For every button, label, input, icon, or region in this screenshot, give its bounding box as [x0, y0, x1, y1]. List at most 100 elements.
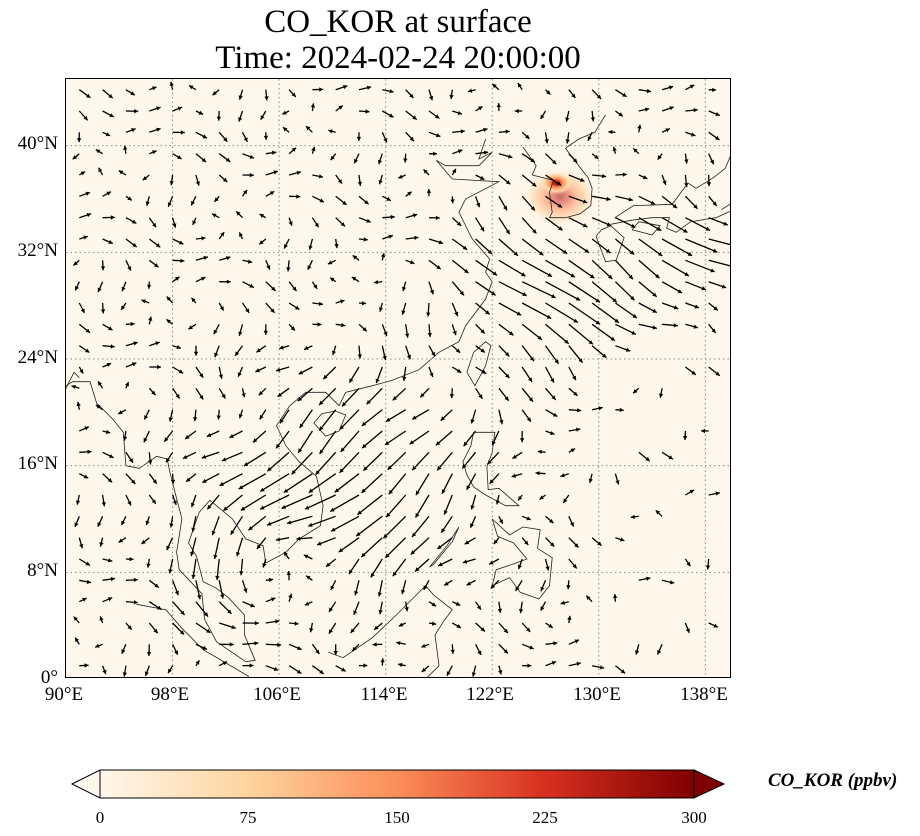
wind-arrow-705: [382, 89, 394, 94]
wind-arrow-178: [286, 515, 313, 525]
wind-arrow-632: [632, 147, 640, 155]
wind-arrow-716: [638, 88, 652, 94]
wind-arrow-476: [265, 260, 271, 270]
wind-arrow-449: [288, 281, 298, 292]
wind-arrow-181: [355, 515, 383, 537]
wind-arrow-131: [325, 558, 337, 568]
wind-arrow-473: [195, 255, 209, 261]
wind-arrow-596: [451, 168, 457, 176]
wind-arrow-482: [405, 259, 415, 265]
wind-arrow-169: [97, 516, 104, 527]
wind-arrow-397: [381, 324, 388, 337]
wind-arrow-584: [169, 174, 174, 186]
wind-arrow-694: [125, 89, 136, 96]
wind-arrow-229: [361, 473, 383, 494]
wind-arrow-265: [102, 429, 111, 434]
wind-arrow-193: [101, 494, 106, 507]
wind-arrow-582: [118, 170, 127, 176]
wind-arrow-661: [661, 128, 671, 133]
wind-arrow-682: [496, 103, 501, 112]
wind-arrow-680: [452, 110, 463, 115]
wind-arrow-162: [493, 537, 500, 545]
wind-arrow-89: [475, 601, 482, 611]
wind-arrow-454: [402, 281, 407, 292]
wind-arrow-273: [275, 430, 290, 449]
wind-arrow-640: [172, 130, 185, 135]
wind-arrow-543: [521, 217, 537, 234]
wind-arrow-140: [544, 558, 550, 571]
wind-arrow-556: [167, 196, 174, 208]
wind-arrow-398: [405, 324, 410, 338]
wind-arrow-241: [102, 451, 114, 459]
map-panel: [65, 78, 731, 678]
wind-arrow-437: [661, 302, 679, 310]
wind-arrow-182: [382, 515, 407, 539]
wind-arrow-637: [102, 131, 111, 137]
wind-arrow-492: [638, 259, 660, 279]
wind-arrow-287: [701, 428, 709, 434]
wind-arrow-618: [311, 146, 316, 154]
wind-arrow-484: [451, 259, 469, 274]
wind-arrow-493: [661, 259, 690, 277]
wind-arrow-400: [451, 324, 457, 336]
coastlines: [66, 114, 730, 677]
wind-arrow-107: [330, 580, 337, 591]
wind-arrow-269: [184, 430, 197, 440]
wind-arrow-63: [428, 621, 437, 626]
wind-arrow-465: [661, 281, 683, 294]
wind-arrow-189: [568, 516, 575, 527]
wind-arrow-602: [592, 174, 607, 179]
wind-arrow-361: [102, 344, 115, 349]
wind-arrow-592: [357, 174, 362, 186]
wind-arrow-15: [421, 665, 430, 673]
wind-arrow-257: [461, 451, 477, 469]
wind-arrow-201: [259, 494, 290, 510]
wind-arrow-173: [191, 516, 197, 533]
wind-arrow-206: [385, 494, 407, 518]
wind-arrow-590: [312, 174, 324, 179]
wind-arrow-359: [708, 366, 721, 377]
wind-arrow-194: [125, 494, 132, 506]
wind-arrow-527: [148, 217, 157, 228]
wind-arrow-295: [238, 409, 244, 419]
coastline-11: [328, 585, 453, 677]
wind-arrow-289: [95, 404, 103, 411]
wind-arrow-268: [163, 430, 174, 443]
wind-arrow-64: [451, 622, 462, 629]
wind-arrow-53: [195, 622, 211, 634]
wind-arrow-581: [98, 167, 104, 176]
x-tick-106e: 106°E: [253, 684, 301, 705]
wind-arrow-132: [348, 558, 360, 575]
wind-arrow-535: [335, 217, 346, 227]
coastline-1: [313, 410, 347, 437]
wind-arrow-627: [521, 153, 536, 163]
wind-arrow-100: [171, 580, 179, 596]
coastline-7: [631, 221, 661, 236]
wind-arrow-88: [452, 601, 461, 606]
wind-arrow-55: [242, 621, 259, 626]
wind-arrow-672: [260, 110, 267, 121]
wind-arrow-457: [475, 281, 496, 296]
wind-arrow-498: [125, 238, 138, 248]
wind-arrow-354: [498, 366, 510, 379]
wind-arrow-94: [585, 595, 593, 603]
wind-arrow-216: [79, 473, 89, 479]
wind-arrow-587: [242, 173, 254, 178]
wind-arrow-668: [172, 106, 183, 112]
wind-arrow-424: [358, 301, 367, 306]
wind-vectors: [71, 81, 730, 677]
wind-arrow-310: [591, 406, 603, 411]
wind-arrow-106: [305, 575, 313, 581]
wind-arrow-714: [591, 89, 602, 100]
wind-arrow-171: [145, 516, 150, 526]
wind-arrow-23: [614, 665, 626, 674]
wind-arrow-68: [545, 622, 554, 629]
wind-arrow-25: [94, 643, 103, 648]
wind-arrow-624: [452, 149, 463, 155]
wind-arrow-60: [350, 622, 360, 634]
wind-arrow-525: [102, 215, 115, 220]
wind-arrow-284: [545, 430, 555, 436]
wind-arrow-266: [122, 430, 128, 441]
wind-arrow-490: [591, 259, 613, 280]
wind-arrow-566: [405, 191, 412, 197]
